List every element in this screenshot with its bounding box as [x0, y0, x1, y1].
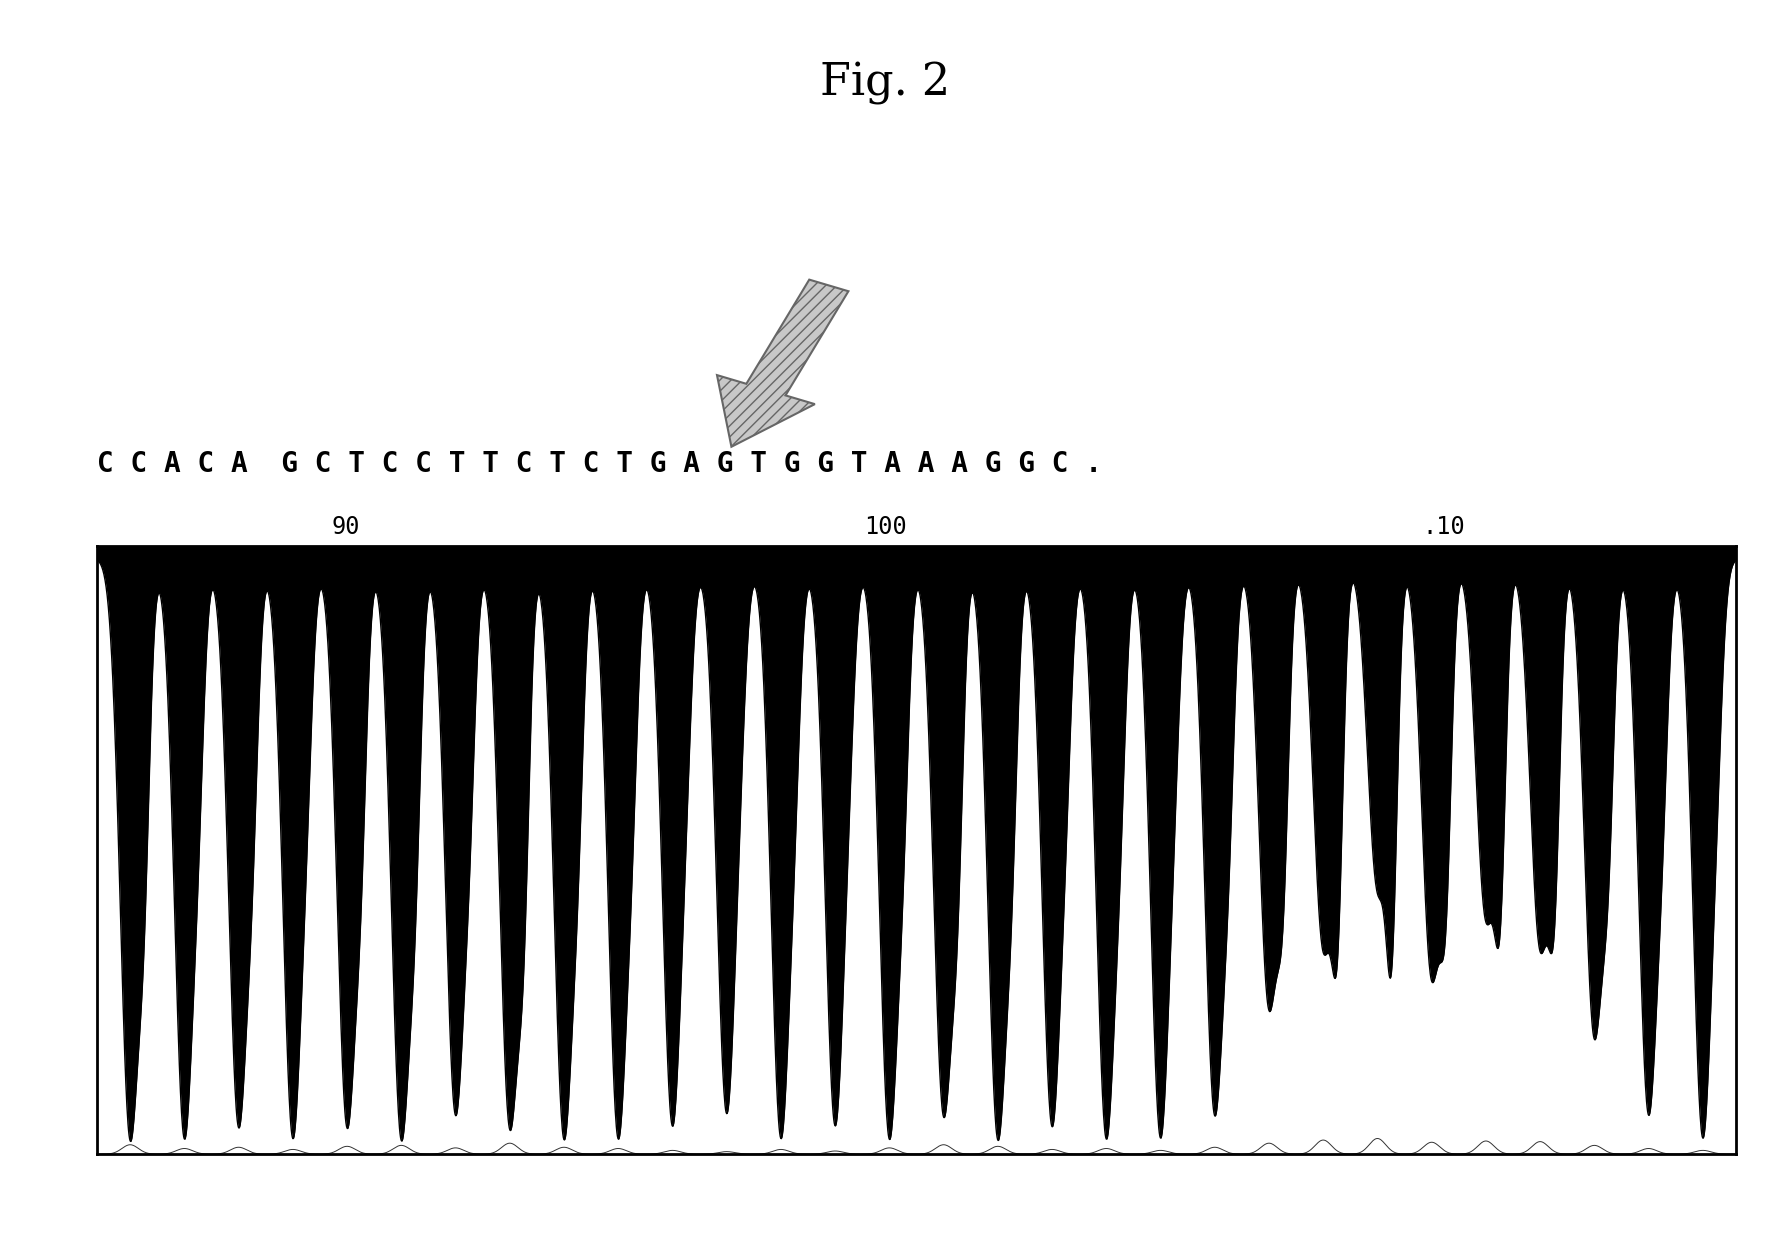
Text: C C A C A  G C T C C T T C T C T G A G T G G T A A A G G C .: C C A C A G C T C C T T C T C T G A G T … [97, 449, 1102, 478]
Text: 100: 100 [864, 515, 907, 539]
Text: Fig. 2: Fig. 2 [820, 62, 951, 105]
Text: 90: 90 [331, 515, 360, 539]
Polygon shape [717, 279, 848, 447]
Text: .10: .10 [1422, 515, 1465, 539]
